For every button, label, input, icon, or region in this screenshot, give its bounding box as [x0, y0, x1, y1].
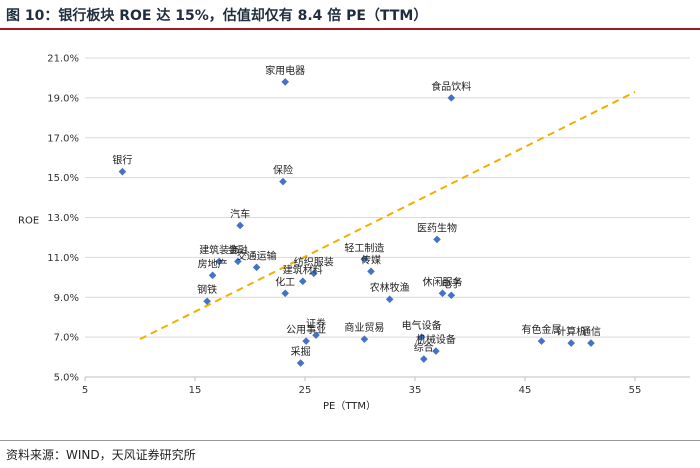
data-point-label: 公用事业	[286, 323, 326, 336]
data-point	[302, 337, 310, 345]
data-point	[537, 337, 546, 345]
data-point	[367, 267, 375, 276]
data-point	[310, 269, 318, 278]
chart-title: 图 10：银行板块 ROE 达 15%，估值却仅有 8.4 倍 PE（TTM）	[6, 8, 428, 24]
data-point-label: 纺织服装	[294, 255, 334, 268]
data-point-label: 证券	[306, 317, 326, 330]
data-point	[279, 177, 287, 186]
data-point	[236, 221, 244, 230]
x-tick-label: 45	[519, 385, 532, 396]
data-point-label: 化工	[275, 275, 295, 288]
data-point	[215, 257, 223, 266]
data-point-label: 钢铁	[197, 283, 217, 296]
trendline	[139, 90, 636, 341]
data-point-label: 交通运输	[237, 249, 277, 262]
data-point	[587, 339, 595, 347]
scatter-chart: 5.0% 7.0% 9.0% 11.0% 13.0% 15.0% 17.0% 19.0% 21.…	[18, 54, 690, 412]
data-point-label: 农林牧渔	[370, 281, 410, 294]
data-point	[296, 359, 305, 367]
data-point	[299, 277, 307, 286]
y-axis-title: ROE	[18, 215, 39, 226]
y-tick-label: 5.0%	[54, 373, 79, 384]
y-tick-label: 17.0%	[47, 133, 79, 144]
data-point-label: 家用电器	[265, 64, 305, 77]
footer-rule	[0, 440, 700, 441]
y-tick-label: 13.0%	[47, 213, 79, 224]
data-point-label: 有色金属	[522, 323, 562, 336]
points-group	[118, 78, 595, 367]
y-tick-label: 9.0%	[54, 293, 79, 304]
data-point	[567, 339, 575, 347]
data-point-label: 汽车	[230, 207, 250, 220]
x-tick-label: 25	[299, 385, 312, 396]
data-point-label: 建筑装饰	[199, 243, 239, 256]
x-tick-label: 15	[189, 385, 202, 396]
data-point-label: 保险	[273, 164, 293, 177]
data-point	[417, 333, 426, 341]
data-point	[438, 289, 447, 298]
data-point-label: 金融	[228, 243, 248, 256]
trendline-group	[139, 90, 636, 341]
data-point	[281, 289, 289, 298]
data-point	[447, 291, 456, 300]
data-point	[208, 271, 217, 280]
data-point-label: 轻工制造	[344, 241, 384, 254]
x-tick-label: 5	[82, 385, 88, 396]
data-point-label: 计算机	[556, 325, 586, 338]
title-rule	[0, 28, 700, 30]
data-point-label: 食品饮料	[431, 80, 471, 93]
data-point-label: 通信	[581, 326, 601, 338]
data-point	[432, 347, 440, 355]
data-point-label: 电气设备	[402, 319, 442, 332]
data-point-label: 建筑材料	[283, 263, 323, 276]
data-point	[203, 297, 211, 306]
data-point	[281, 78, 289, 86]
data-point-label: 机械设备	[416, 333, 456, 346]
data-point-label: 银行	[112, 154, 132, 167]
source-note: 资料来源：WIND，天风证券研究所	[6, 448, 196, 462]
x-tick-label: 35	[409, 385, 422, 396]
data-point-label: 休闲服务	[423, 275, 463, 288]
data-point	[420, 355, 428, 363]
data-point	[118, 167, 127, 176]
axes: 5.0% 7.0% 9.0% 11.0% 13.0% 15.0% 17.0% 19.0% 21.…	[47, 54, 690, 396]
data-point	[234, 257, 242, 266]
data-point	[433, 235, 441, 244]
data-point	[360, 335, 369, 343]
y-tick-label: 7.0%	[54, 333, 79, 344]
x-tick-label: 55	[629, 385, 642, 396]
data-point-label: 采掘	[291, 345, 311, 358]
data-point	[360, 255, 369, 264]
x-axis-title: PE（TTM）	[323, 400, 376, 412]
data-point-label: 传媒	[361, 254, 381, 266]
data-point-label: 商业贸易	[344, 321, 384, 334]
data-point	[252, 263, 261, 272]
y-tick-label: 11.0%	[47, 253, 79, 264]
data-point	[312, 331, 320, 339]
data-point-label: 房地产	[198, 257, 228, 270]
data-point-label: 医药生物	[417, 221, 457, 234]
data-point	[385, 295, 394, 304]
y-tick-label: 15.0%	[47, 173, 79, 184]
data-point	[447, 94, 456, 102]
y-tick-label: 19.0%	[47, 93, 79, 104]
data-point-label: 综合	[414, 341, 434, 354]
data-point-label: 电子	[441, 277, 461, 290]
y-tick-label: 21.0%	[47, 54, 79, 65]
